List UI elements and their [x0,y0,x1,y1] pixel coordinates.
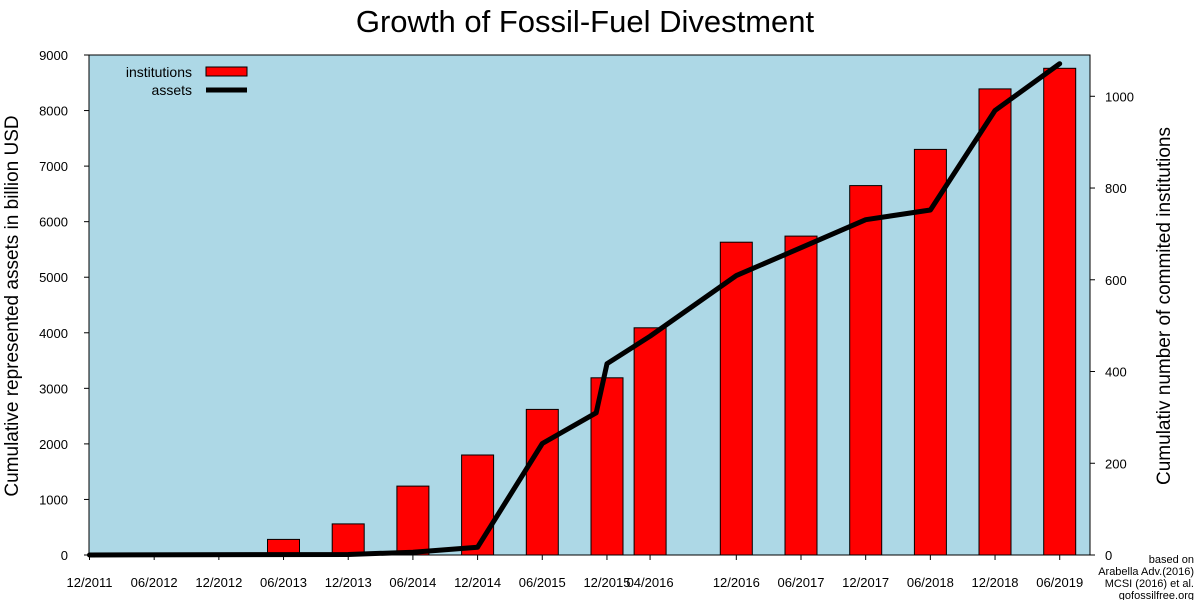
y-left-tick-label: 4000 [39,326,68,341]
y-axis-left-title: Cumulative represented assets in billion… [2,115,23,496]
source-line-2: Arabella Adv.(2016) [1098,566,1194,578]
bar-institutions-12-2017 [849,185,883,556]
bar-institutions-06-2018 [913,148,947,556]
y-right-tick-label: 400 [1105,365,1127,380]
x-tick-label: 04/2016 [627,575,674,590]
y-left-tick-label: 5000 [39,270,68,285]
line-assets [87,61,1063,558]
y-left-tick-label: 0 [61,548,68,563]
source-line-4: gofossilfree.org [1119,590,1194,600]
y-left-tick-label: 8000 [39,104,68,119]
x-tick-label: 06/2012 [131,575,178,590]
y-right-tick-label: 200 [1105,456,1127,471]
bar-institutions-06-2015 [525,408,559,556]
line-layer [87,61,1063,558]
x-tick-label: 12/2011 [66,575,112,590]
x-tick-label: 06/2015 [519,575,566,590]
x-tick-label: 06/2017 [777,575,824,590]
x-tick-label: 12/2015 [583,575,630,590]
y-left-tick-label: 3000 [39,381,68,396]
bar-institutions-12-2018 [978,88,1012,556]
legend-label-assets: assets [152,82,192,98]
left-axis: 0 1000 2000 3000 4000 5000 6000 7000 8000 9000 [39,48,89,563]
y-left-tick-label: 2000 [39,437,68,452]
x-tick-label: 12/2012 [195,575,242,590]
bar-institutions-06-2014 [396,485,430,556]
y-left-tick-label: 7000 [39,159,68,174]
x-tick-label: 12/2016 [713,575,760,590]
bar-institutions-12-2016 [719,241,753,556]
y-right-tick-label: 1000 [1105,89,1134,104]
y-right-tick-label: 600 [1105,273,1127,288]
y-axis-right-title: Cumulativ number of commited institution… [1154,127,1175,485]
bars-layer [267,67,1077,556]
y-left-tick-label: 1000 [39,492,68,507]
x-tick-label: 06/2014 [389,575,436,590]
bar-institutions-12-2014 [461,454,495,556]
x-tick-label: 12/2014 [454,575,501,590]
source-note: based on Arabella Adv.(2016) MCSI (2016)… [1098,554,1194,602]
y-right-tick-label: 800 [1105,181,1127,196]
legend: institutions assets [126,64,248,98]
bar-institutions-06-2017 [784,235,818,556]
bar-institutions-06-2019 [1043,67,1077,556]
x-tick-label: 12/2017 [842,575,889,590]
x-tick-label: 12/2013 [325,575,372,590]
y-left-tick-label: 9000 [39,48,68,63]
bar-institutions-04-2016 [633,327,667,556]
plot-frame [88,54,1091,556]
x-tick-label: 12/2018 [972,575,1019,590]
x-tick-label: 06/2019 [1036,575,1083,590]
source-line-3: MCSI (2016) et al. [1105,578,1194,590]
y-left-tick-label: 6000 [39,215,68,230]
legend-label-institutions: institutions [126,64,192,80]
bar-institutions-12-2013 [331,523,365,556]
legend-swatch-institutions [205,66,248,77]
x-tick-label: 06/2018 [907,575,954,590]
y-right-tick-label: 0 [1105,548,1112,563]
x-axis: 12/2011 06/2012 12/2012 06/2013 12/2013 06/20… [66,555,1083,590]
x-tick-label: 06/2013 [260,575,307,590]
source-line-1: based on [1149,554,1194,566]
chart-title: Growth of Fossil-Fuel Divestment [356,4,815,39]
right-axis: 0 200 400 600 800 1000 [1090,89,1134,563]
